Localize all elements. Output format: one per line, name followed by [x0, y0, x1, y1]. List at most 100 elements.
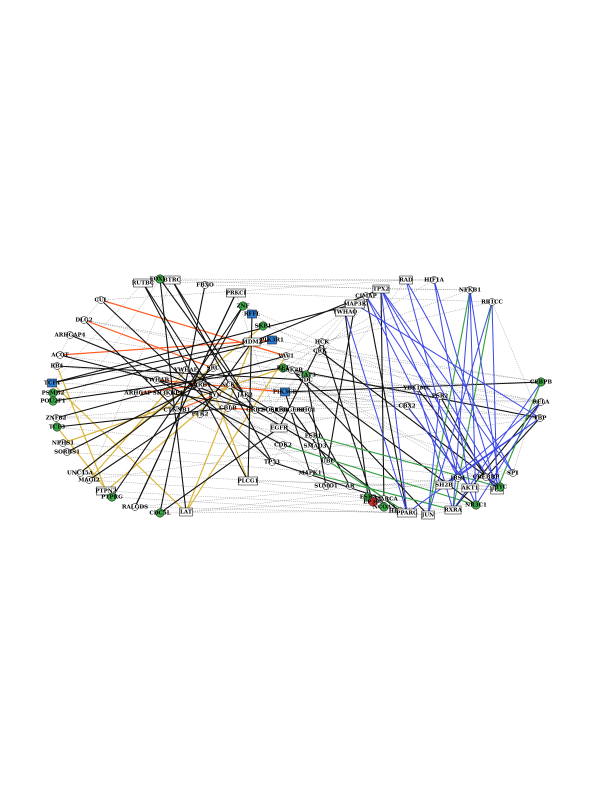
node-n55[interactable]: MAP3K: [343, 299, 367, 309]
node-n33[interactable]: YWHAB: [144, 376, 170, 384]
node-n86[interactable]: RAD: [399, 275, 413, 285]
node-n56[interactable]: YWHAQ: [332, 307, 358, 317]
node-n30[interactable]: PLCG1: [238, 476, 259, 486]
node-n66[interactable]: AR: [345, 482, 355, 490]
node-n9[interactable]: MDM2: [242, 337, 263, 347]
node-n31[interactable]: SH3KBP1: [153, 389, 184, 397]
node-n5[interactable]: PRKCI: [226, 288, 247, 298]
node-n35[interactable]: ARRB1: [188, 381, 211, 389]
node-n65[interactable]: SUMO1: [314, 482, 338, 490]
node-n57[interactable]: TPX2: [372, 284, 390, 294]
node-n54[interactable]: CTNNB1: [163, 406, 191, 414]
node-n23[interactable]: UNC45A: [67, 469, 94, 477]
node-n72[interactable]: PPARG: [396, 508, 418, 518]
node-n37[interactable]: NCK1: [221, 381, 239, 389]
node-n18[interactable]: POU2F1: [40, 396, 66, 406]
edge-n27-n5: [134, 292, 237, 508]
node-n77[interactable]: MYC: [493, 482, 508, 492]
node-label-n51: STAT3: [296, 373, 316, 379]
node-n47[interactable]: RET: [277, 363, 291, 373]
edge-n8-n80: [262, 325, 541, 419]
node-n28[interactable]: CDC5L: [149, 508, 171, 518]
node-n79[interactable]: SP1: [507, 469, 519, 477]
node-n16[interactable]: TCF4: [44, 378, 60, 388]
node-n29[interactable]: LAT: [179, 507, 193, 517]
node-n15[interactable]: RB1: [50, 362, 64, 370]
node-n49[interactable]: HCK: [315, 338, 330, 346]
node-n61[interactable]: CDK2: [274, 441, 292, 449]
node-n13[interactable]: ARHGAP4: [54, 331, 86, 339]
node-n68[interactable]: SMARCA: [370, 495, 399, 503]
node-n36[interactable]: FYN: [209, 391, 222, 399]
node-n14[interactable]: ACOT: [50, 351, 70, 359]
node-n50[interactable]: CRK: [313, 347, 327, 355]
node-n11[interactable]: CUL: [94, 296, 108, 304]
node-n90[interactable]: SH2B: [435, 480, 453, 490]
node-n74[interactable]: RXRA: [444, 505, 463, 515]
node-n19[interactable]: ZNF82: [46, 414, 67, 422]
node-n38[interactable]: CBLB: [219, 404, 237, 412]
node-n26[interactable]: PTPRG: [101, 492, 123, 502]
node-n43[interactable]: ERBB2: [270, 406, 292, 414]
edge-n12-n54: [83, 319, 178, 411]
node-n75[interactable]: NR3C1: [465, 500, 487, 510]
node-n6[interactable]: ZNF: [237, 301, 250, 311]
node-n25[interactable]: PTPN2: [95, 486, 117, 496]
node-n70[interactable]: EP300: [363, 497, 383, 507]
node-n12[interactable]: DLG2: [75, 316, 93, 324]
node-n45[interactable]: PDGFRB: [279, 406, 306, 414]
edge-n33-n34: [156, 369, 187, 381]
node-n92[interactable]: AKT1: [461, 483, 479, 493]
node-n34[interactable]: YWHAE: [173, 366, 198, 374]
node-n58[interactable]: CIMAP: [355, 292, 377, 300]
node-n71[interactable]: NCOA3: [373, 502, 395, 512]
node-n39[interactable]: PTK2: [192, 410, 209, 418]
node-n73[interactable]: JUN: [421, 510, 435, 520]
node-n24[interactable]: MAGI2: [78, 476, 100, 484]
node-n42[interactable]: SOS1: [262, 406, 279, 414]
node-n87[interactable]: YBX1MC: [402, 384, 431, 392]
node-n1[interactable]: RUTBC: [132, 278, 155, 288]
node-n3[interactable]: BTRC: [163, 275, 181, 285]
node-n21[interactable]: NPHS1: [52, 439, 74, 447]
node-n7[interactable]: RFFL: [244, 309, 260, 319]
node-n27[interactable]: RALGDS: [122, 503, 148, 511]
node-n85[interactable]: HIF1A: [424, 276, 445, 284]
node-n44[interactable]: EGFR: [270, 423, 288, 433]
node-n59[interactable]: ESR1: [305, 432, 322, 440]
node-n80[interactable]: TBP: [534, 414, 547, 422]
node-n4[interactable]: FBXO: [196, 281, 214, 289]
node-shape-n62: [268, 458, 276, 466]
node-label-n42: SOS1: [262, 408, 279, 414]
node-n32[interactable]: ARHGAP: [123, 389, 152, 397]
node-n60[interactable]: SMAD3: [304, 442, 327, 450]
node-n41[interactable]: GRB2: [246, 406, 264, 414]
node-n89[interactable]: CBX2: [398, 402, 416, 410]
node-n93[interactable]: GSK3B: [281, 366, 303, 374]
node-n82[interactable]: CEBPB: [530, 377, 552, 387]
node-n40[interactable]: PIK3CB: [273, 387, 298, 397]
node-n22[interactable]: SORBS1: [54, 448, 80, 456]
node-n88[interactable]: PSR2: [432, 392, 449, 400]
node-n48[interactable]: VAV1: [277, 352, 294, 360]
node-label-n53: SRC: [207, 366, 221, 372]
node-n46[interactable]: SHC1: [298, 406, 316, 414]
node-n91[interactable]: IRS1: [451, 474, 466, 482]
node-n83[interactable]: RB1CC: [481, 298, 504, 306]
node-n81[interactable]: RELA: [533, 398, 551, 406]
node-n20[interactable]: TCF3: [49, 422, 65, 432]
node-n53[interactable]: SRC: [207, 364, 221, 372]
node-n17[interactable]: PSMB2: [42, 388, 65, 398]
node-n64[interactable]: UBC: [321, 457, 336, 465]
node-n84[interactable]: NFKB1: [459, 286, 481, 294]
node-n62[interactable]: TP53: [264, 458, 280, 466]
node-n78[interactable]: CREBBP: [473, 473, 500, 481]
node-n52[interactable]: JAK2: [236, 391, 253, 399]
node-n10[interactable]: PIK3R1: [260, 335, 284, 345]
node-n94[interactable]: CDC: [299, 376, 313, 384]
node-label-n94: CDC: [299, 378, 313, 384]
node-label-n61: CDK2: [274, 443, 292, 449]
node-n63[interactable]: MAPK1: [298, 469, 322, 477]
node-n8[interactable]: SKP1: [255, 321, 272, 331]
